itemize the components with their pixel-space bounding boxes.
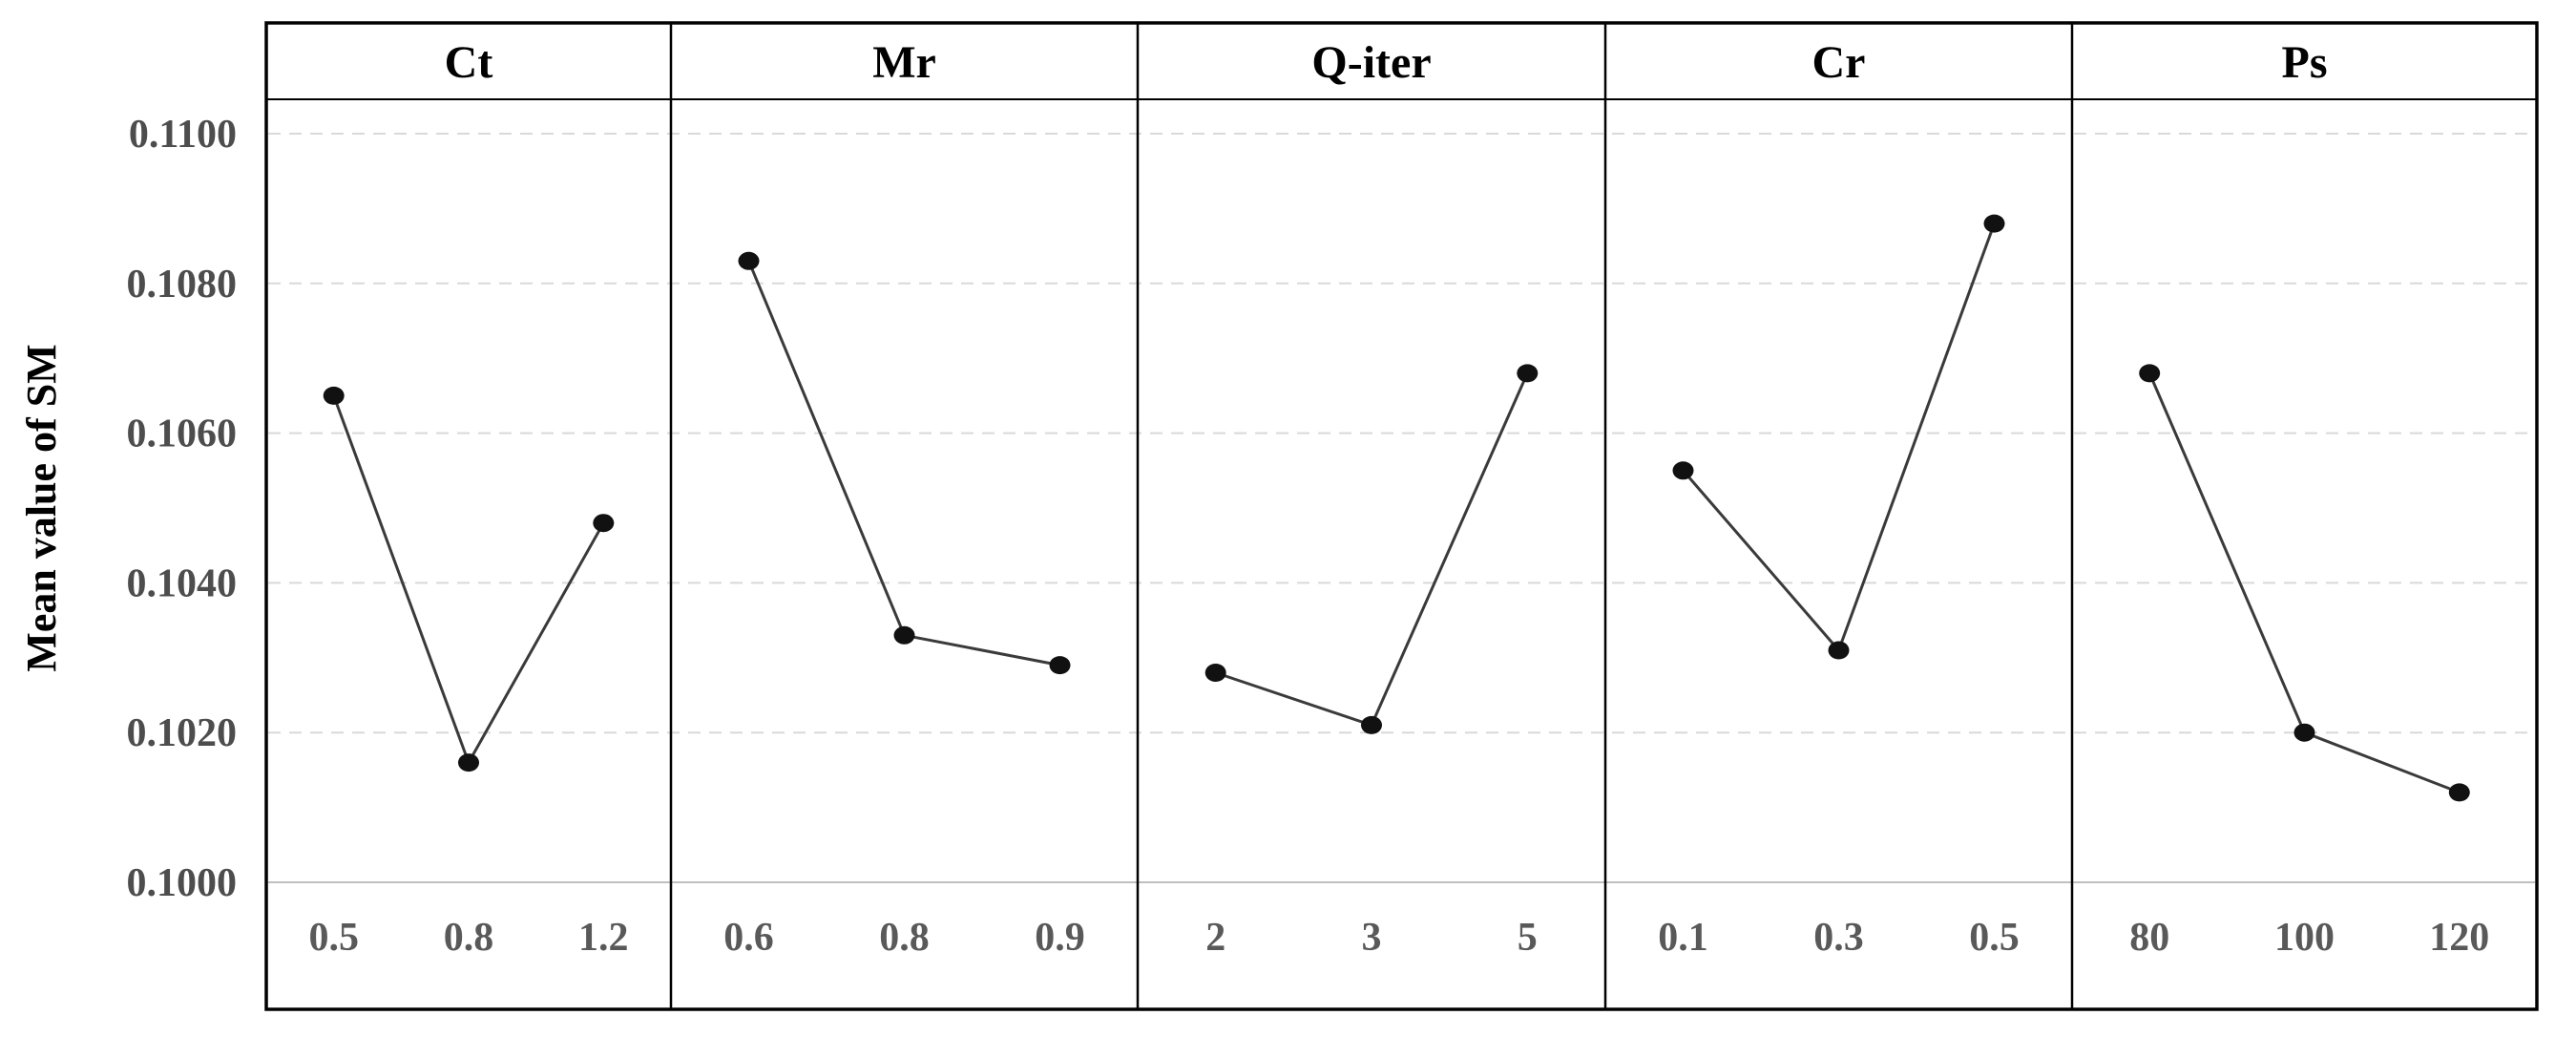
data-point-ct-0-5 [323, 386, 345, 405]
gridline-layer [268, 133, 2535, 883]
x-tick-label-ps-120: 120 [2429, 916, 2489, 960]
panel-header-cr: Cr [1812, 37, 1866, 88]
x-tick-label-ps-100: 100 [2274, 916, 2335, 960]
x-tick-label-mr-0-9: 0.9 [1035, 916, 1085, 960]
y-tick-label-0-1040: 0.1040 [127, 561, 238, 605]
panel-header-ps: Ps [2282, 37, 2328, 88]
y-tick-label-0-1060: 0.1060 [127, 413, 238, 456]
data-point-ct-0-8 [458, 753, 479, 772]
y-tick-label-0-1020: 0.1020 [127, 711, 238, 755]
data-point-mr-0-6 [738, 251, 760, 270]
data-point-ps-120 [2448, 783, 2470, 802]
x-tick-label-cr-0-5: 0.5 [1969, 916, 2020, 960]
data-point-ps-80 [2139, 364, 2161, 383]
frame-layer [264, 21, 2539, 1011]
x-tick-label-cr-0-3: 0.3 [1813, 916, 1864, 960]
x-tick-label-cr-0-1: 0.1 [1658, 916, 1708, 960]
chart-frame [264, 21, 2539, 1011]
data-point-cr-0-5 [1983, 214, 2005, 233]
data-point-q-iter-2 [1204, 664, 1226, 682]
y-tick-label-0-1000: 0.1000 [127, 861, 238, 905]
panel-header-ct: Ct [445, 37, 493, 88]
x-tick-label-ct-0-8: 0.8 [444, 916, 494, 960]
data-point-q-iter-3 [1361, 715, 1382, 734]
x-tick-label-mr-0-6: 0.6 [723, 916, 774, 960]
x-tick-label-ct-0-5: 0.5 [308, 916, 359, 960]
series-layer [323, 214, 2470, 802]
y-tick-label-0-1080: 0.1080 [127, 263, 238, 307]
x-tick-label-q-iter-2: 2 [1205, 916, 1225, 960]
x-tick-label-ps-80: 80 [2129, 916, 2169, 960]
x-tick-label-mr-0-8: 0.8 [879, 916, 930, 960]
x-tick-label-ct-1-2: 1.2 [578, 916, 629, 960]
data-point-mr-0-8 [893, 625, 915, 645]
x-tick-label-q-iter-5: 5 [1518, 916, 1538, 960]
x-tick-label-q-iter-3: 3 [1362, 916, 1382, 960]
y-tick-label-0-1100: 0.1100 [129, 113, 237, 157]
panel-header-layer: Ct Mr Q-iter Cr Ps [445, 37, 2328, 88]
data-point-ps-100 [2293, 723, 2315, 742]
data-point-cr-0-3 [1828, 641, 1850, 660]
y-axis-title: Mean value of SM [18, 344, 65, 671]
data-point-cr-0-1 [1672, 461, 1694, 480]
panel-header-q-iter: Q-iter [1311, 37, 1431, 88]
panel-header-mr: Mr [872, 37, 936, 88]
y-tick-label-layer: 0.1100 0.1080 0.1060 0.1040 0.1020 0.1000 [127, 113, 238, 905]
data-point-q-iter-5 [1517, 364, 1539, 383]
x-tick-label-layer: 0.5 0.8 1.2 0.6 0.8 0.9 2 3 5 0.1 0.3 0.5 80 100 120 [308, 916, 2489, 960]
data-point-ct-1-2 [593, 514, 615, 533]
data-point-mr-0-9 [1049, 656, 1071, 675]
